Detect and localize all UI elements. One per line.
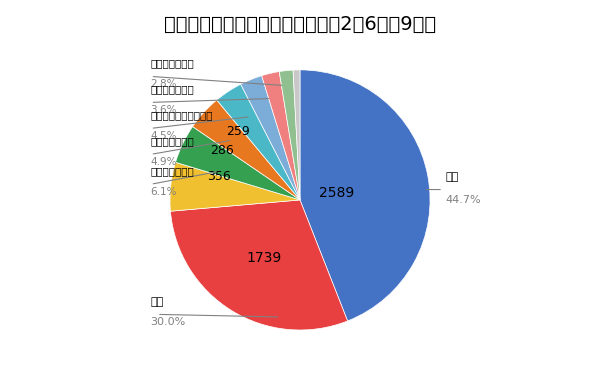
Text: 6.1%: 6.1% (151, 187, 177, 197)
Text: 道路: 道路 (151, 296, 164, 306)
Text: 1739: 1739 (246, 252, 281, 266)
Wedge shape (217, 84, 300, 200)
Text: 2589: 2589 (319, 187, 354, 200)
Text: 会社・公共施設: 会社・公共施設 (151, 85, 194, 95)
Text: 286: 286 (210, 144, 234, 157)
Text: 公園・遊園地・運動場: 公園・遊園地・運動場 (151, 111, 213, 121)
Text: 30.0%: 30.0% (151, 317, 185, 327)
Wedge shape (241, 76, 300, 200)
Title: 発生場所別の救急搬送人員（令和2年6月～9月）: 発生場所別の救急搬送人員（令和2年6月～9月） (164, 15, 436, 34)
Wedge shape (262, 72, 300, 200)
Wedge shape (193, 100, 300, 200)
Wedge shape (300, 70, 430, 321)
Wedge shape (176, 127, 300, 200)
Text: 店舗や遊戯施設: 店舗や遊戯施設 (151, 167, 194, 177)
Wedge shape (293, 70, 300, 200)
Text: 4.9%: 4.9% (151, 157, 177, 167)
Wedge shape (170, 162, 300, 211)
Text: 356: 356 (208, 170, 231, 183)
Wedge shape (279, 70, 300, 200)
Text: 259: 259 (226, 125, 250, 138)
Text: 3.6%: 3.6% (151, 105, 177, 115)
Text: 44.7%: 44.7% (446, 195, 481, 205)
Text: 4.5%: 4.5% (151, 131, 177, 141)
Text: 学校・児童施設: 学校・児童施設 (151, 59, 194, 69)
Wedge shape (170, 200, 347, 330)
Text: 住居: 住居 (446, 172, 459, 182)
Text: 2.8%: 2.8% (151, 79, 177, 89)
Text: 工事現場・工場: 工事現場・工場 (151, 137, 194, 147)
